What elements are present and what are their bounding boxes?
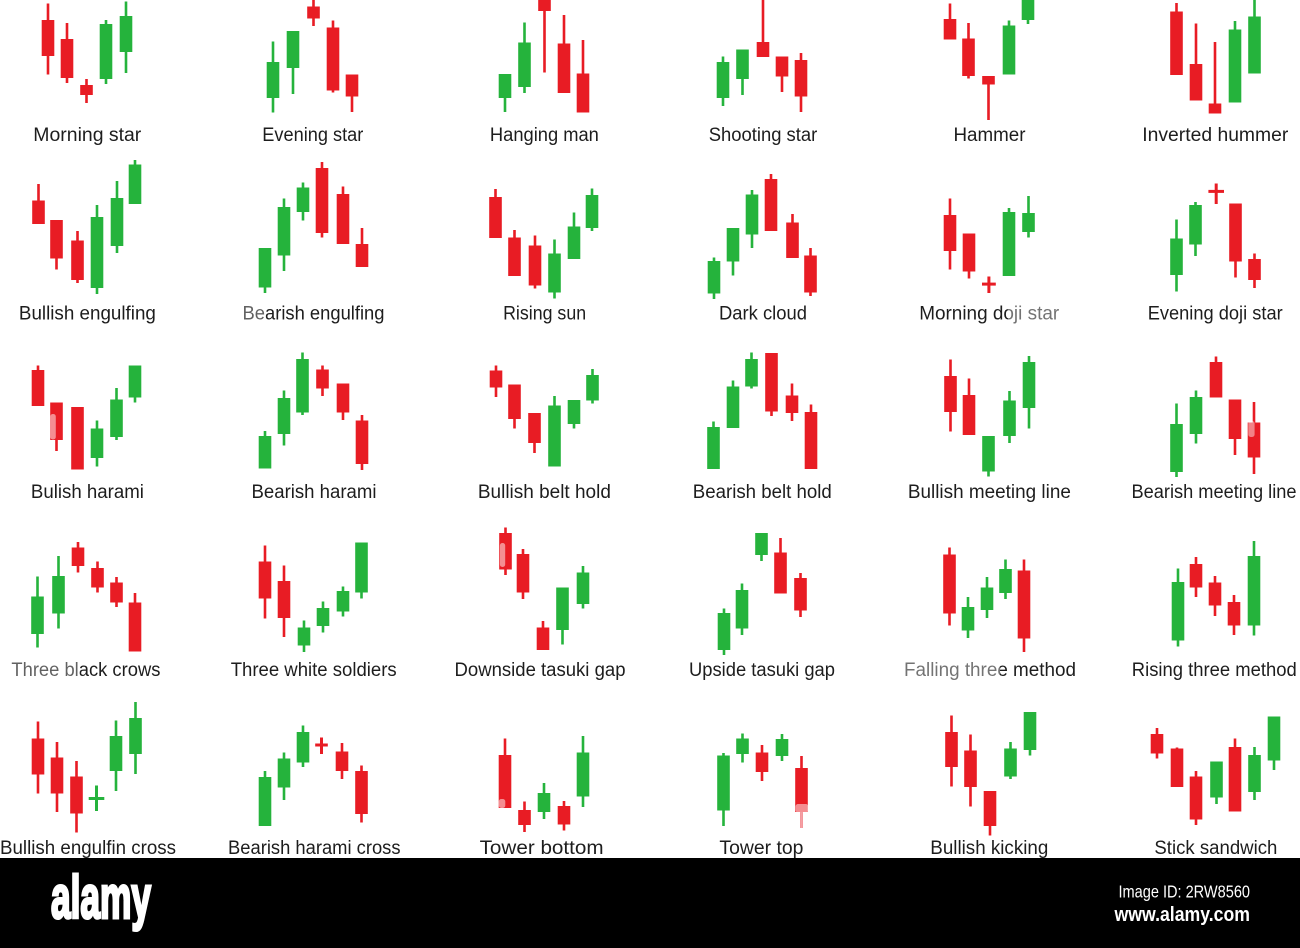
svg-text:Stick sandwich: Stick sandwich (1154, 838, 1277, 859)
svg-text:Bearish harami cross: Bearish harami cross (228, 838, 401, 859)
svg-text:Upside tasuki gap: Upside tasuki gap (689, 660, 835, 681)
svg-text:Bullish kicking: Bullish kicking (930, 838, 1048, 859)
svg-text:Bullish meeting line: Bullish meeting line (908, 482, 1071, 503)
svg-text:Hanging man: Hanging man (490, 125, 599, 146)
svg-text:Falling three method: Falling three method (904, 660, 1076, 681)
svg-text:Downside tasuki gap: Downside tasuki gap (455, 660, 626, 681)
svg-text:Bullish belt hold: Bullish belt hold (478, 482, 611, 503)
svg-text:Hammer: Hammer (954, 125, 1027, 146)
svg-text:Morning doji star: Morning doji star (919, 304, 1060, 325)
svg-text:Three black crows: Three black crows (11, 660, 160, 681)
svg-text:Inverted hummer: Inverted hummer (1142, 125, 1289, 146)
svg-text:Rising three method: Rising three method (1132, 660, 1297, 681)
svg-text:Morning star: Morning star (33, 125, 142, 146)
svg-text:Rising sun: Rising sun (503, 304, 586, 325)
svg-text:Three white soldiers: Three white soldiers (231, 660, 397, 681)
svg-text:Image ID: 2RW8560: Image ID: 2RW8560 (1119, 882, 1251, 902)
svg-text:Bearish belt hold: Bearish belt hold (693, 482, 832, 503)
svg-text:Tower bottom: Tower bottom (480, 838, 604, 859)
svg-text:www.alamy.com: www.alamy.com (1114, 904, 1250, 926)
svg-text:Bearish engulfing: Bearish engulfing (243, 304, 385, 325)
svg-text:Bearish harami: Bearish harami (252, 482, 377, 503)
svg-text:Dark cloud: Dark cloud (719, 304, 807, 325)
svg-text:Tower top: Tower top (719, 838, 803, 859)
svg-text:Shooting star: Shooting star (709, 125, 818, 146)
svg-text:Bearish meeting line: Bearish meeting line (1132, 482, 1297, 503)
svg-text:Evening doji star: Evening doji star (1148, 304, 1284, 325)
svg-text:Evening star: Evening star (262, 125, 364, 146)
svg-text:Bullish engulfing: Bullish engulfing (19, 304, 156, 325)
svg-text:Bullish engulfin cross: Bullish engulfin cross (0, 838, 176, 859)
svg-text:alamy: alamy (51, 864, 151, 931)
svg-text:Bulish harami: Bulish harami (31, 482, 144, 503)
